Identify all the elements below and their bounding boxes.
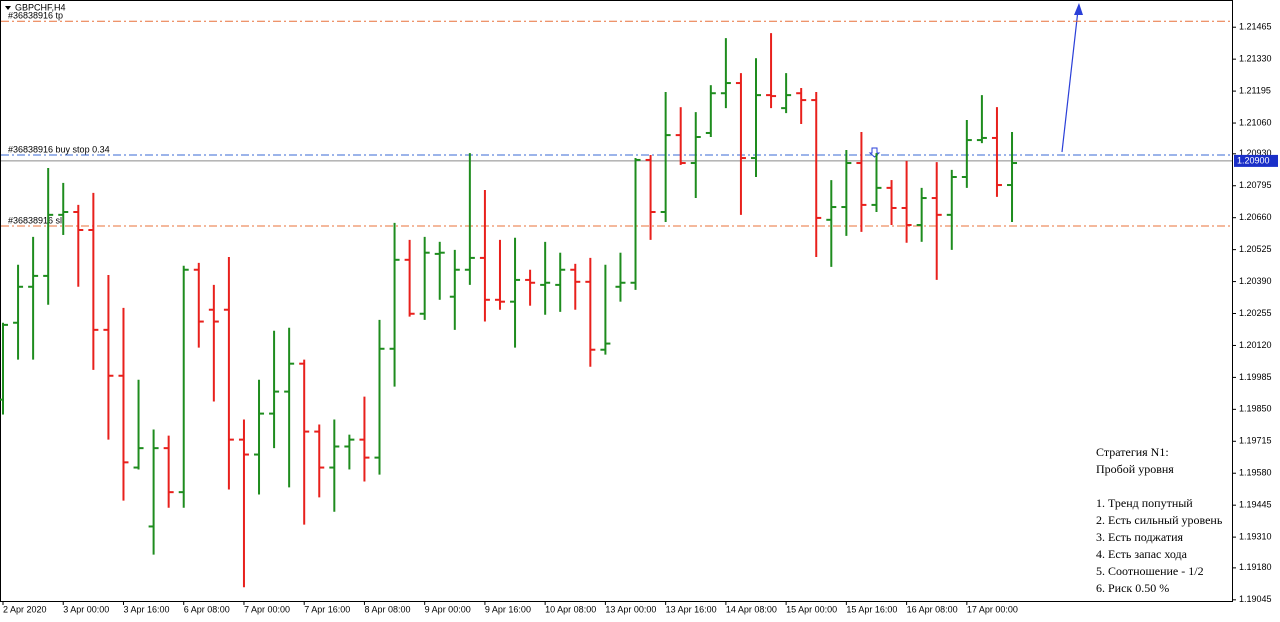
y-tick-label: 1.21060: [1239, 117, 1272, 127]
y-tick-label: 1.19850: [1239, 404, 1272, 414]
note-item: 6. Риск 0.50 %: [1096, 581, 1169, 595]
y-tick-label: 1.20660: [1239, 212, 1272, 222]
note-item: 5. Соотношение - 1/2: [1096, 564, 1204, 578]
x-tick-label: 9 Apr 16:00: [485, 604, 531, 614]
y-tick-label: 1.20120: [1239, 340, 1272, 350]
y-tick-label: 1.20390: [1239, 276, 1272, 286]
x-tick-label: 7 Apr 16:00: [304, 604, 350, 614]
plot-frame: [0, 0, 1233, 602]
y-tick-label: 1.19310: [1239, 531, 1272, 541]
y-tick-label: 1.21195: [1239, 85, 1271, 95]
y-tick-label: 1.20255: [1239, 308, 1272, 318]
x-tick-label: 15 Apr 16:00: [846, 604, 897, 614]
y-tick-label: 1.19045: [1239, 594, 1272, 604]
x-tick-label: 2 Apr 2020: [3, 604, 47, 614]
target-arrow-head: [1074, 3, 1083, 15]
y-tick-label: 1.20525: [1239, 244, 1272, 254]
x-tick-label: 3 Apr 00:00: [63, 604, 109, 614]
x-tick-label: 15 Apr 00:00: [786, 604, 837, 614]
price-label: 1.20900: [1237, 155, 1270, 165]
y-tick-label: 1.20930: [1239, 148, 1272, 158]
x-tick-label: 9 Apr 00:00: [425, 604, 471, 614]
y-tick-label: 1.21465: [1239, 22, 1272, 32]
y-tick-label: 1.19715: [1239, 436, 1272, 446]
order-label: #36838916 buy stop 0.34: [8, 144, 110, 154]
note-subtitle: Пробой уровня: [1096, 462, 1174, 476]
x-tick-label: 7 Apr 00:00: [244, 604, 290, 614]
y-tick-label: 1.19580: [1239, 468, 1272, 478]
x-tick-label: 16 Apr 08:00: [907, 604, 958, 614]
note-item: 2. Есть сильный уровень: [1096, 513, 1223, 527]
x-tick-label: 14 Apr 08:00: [726, 604, 777, 614]
x-tick-label: 6 Apr 08:00: [184, 604, 230, 614]
order-label: #36838916 tp: [8, 11, 63, 21]
symbol-menu-icon: [5, 6, 11, 10]
chart-title: GBPCHF,H4: [15, 2, 66, 12]
note-item: 3. Есть поджатия: [1096, 530, 1184, 544]
y-tick-label: 1.21330: [1239, 54, 1272, 64]
x-tick-label: 10 Apr 08:00: [545, 604, 596, 614]
x-tick-label: 3 Apr 16:00: [123, 604, 169, 614]
y-tick-label: 1.19985: [1239, 372, 1272, 382]
order-label: #36838916 sl: [8, 215, 62, 225]
note-title: Стратегия N1:: [1096, 445, 1169, 459]
note-item: 4. Есть запас хода: [1096, 547, 1188, 561]
x-tick-label: 13 Apr 00:00: [605, 604, 656, 614]
x-tick-label: 13 Apr 16:00: [666, 604, 717, 614]
price-tag: [1234, 154, 1278, 167]
note-item: 1. Тренд попутный: [1096, 496, 1193, 510]
y-tick-label: 1.19445: [1239, 500, 1272, 510]
x-tick-label: 8 Apr 08:00: [364, 604, 410, 614]
y-tick-label: 1.20795: [1239, 180, 1272, 190]
x-tick-label: 17 Apr 00:00: [967, 604, 1018, 614]
target-arrow: [1061, 9, 1079, 153]
strategy-note: Стратегия N1: Пробой уровня 1. Тренд поп…: [1096, 445, 1223, 595]
y-tick-label: 1.19180: [1239, 562, 1272, 572]
